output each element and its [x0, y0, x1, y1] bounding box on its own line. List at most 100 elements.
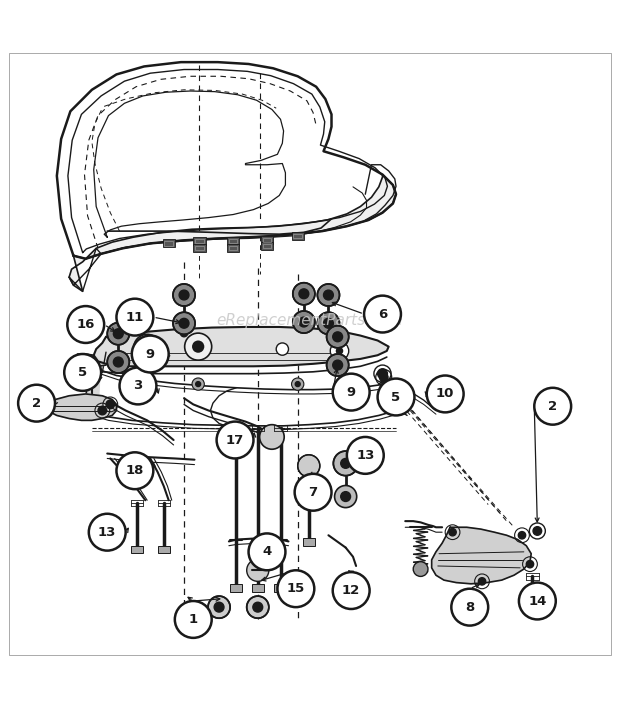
Circle shape	[132, 336, 169, 372]
Bar	[227, 237, 239, 245]
Bar	[303, 538, 315, 546]
Circle shape	[327, 354, 348, 376]
Circle shape	[317, 312, 340, 334]
Bar	[230, 584, 242, 592]
Circle shape	[179, 290, 189, 300]
Text: 9: 9	[347, 386, 356, 399]
Text: eReplacementParts.com: eReplacementParts.com	[216, 313, 404, 328]
Circle shape	[68, 306, 104, 343]
Circle shape	[117, 299, 153, 336]
Bar	[263, 238, 272, 242]
Circle shape	[335, 486, 356, 508]
Text: 12: 12	[342, 584, 360, 597]
Circle shape	[106, 400, 115, 409]
Circle shape	[299, 289, 309, 299]
Circle shape	[333, 360, 343, 370]
Circle shape	[113, 329, 123, 338]
Circle shape	[533, 527, 542, 535]
Text: 15: 15	[286, 582, 305, 595]
Circle shape	[324, 290, 334, 300]
Circle shape	[534, 388, 571, 425]
Circle shape	[449, 528, 456, 536]
Circle shape	[192, 341, 205, 353]
Circle shape	[333, 572, 370, 609]
Circle shape	[413, 561, 428, 576]
Text: 8: 8	[465, 600, 474, 614]
Circle shape	[64, 354, 101, 391]
Circle shape	[518, 532, 526, 539]
Bar	[229, 246, 237, 250]
Text: 13: 13	[98, 525, 117, 539]
Text: 5: 5	[391, 391, 401, 404]
Circle shape	[298, 455, 320, 477]
Bar	[193, 237, 206, 245]
Circle shape	[185, 333, 211, 360]
Bar	[252, 584, 264, 592]
Circle shape	[299, 317, 309, 327]
Circle shape	[173, 284, 195, 306]
Circle shape	[107, 323, 130, 345]
Text: 5: 5	[78, 366, 87, 379]
Bar	[263, 244, 272, 248]
Bar	[193, 244, 206, 252]
Circle shape	[247, 559, 269, 581]
Polygon shape	[43, 394, 117, 421]
Text: 18: 18	[126, 464, 144, 477]
Polygon shape	[69, 175, 396, 291]
Circle shape	[107, 351, 130, 373]
Bar	[229, 239, 237, 243]
Circle shape	[18, 384, 55, 421]
Circle shape	[134, 334, 161, 361]
Bar	[293, 234, 302, 238]
Circle shape	[249, 533, 285, 570]
Circle shape	[333, 332, 343, 342]
Circle shape	[196, 382, 201, 387]
Circle shape	[180, 329, 188, 337]
Circle shape	[379, 373, 388, 382]
Circle shape	[253, 603, 263, 612]
Circle shape	[427, 375, 464, 412]
Circle shape	[179, 319, 189, 329]
Text: 3: 3	[133, 379, 143, 392]
Bar	[157, 546, 170, 553]
Circle shape	[479, 578, 485, 585]
Circle shape	[364, 296, 401, 333]
Circle shape	[341, 459, 350, 468]
Circle shape	[327, 326, 348, 348]
Circle shape	[117, 452, 153, 489]
Text: 14: 14	[528, 595, 547, 607]
Circle shape	[141, 375, 153, 388]
Text: 16: 16	[76, 318, 95, 331]
Bar	[291, 232, 304, 240]
Circle shape	[247, 596, 269, 618]
Text: 2: 2	[32, 396, 41, 410]
Circle shape	[98, 406, 107, 415]
Circle shape	[378, 379, 414, 416]
Text: 6: 6	[378, 307, 387, 321]
Bar	[261, 242, 273, 250]
Bar	[275, 584, 286, 592]
Circle shape	[333, 374, 370, 411]
Text: 17: 17	[226, 433, 244, 447]
Circle shape	[317, 284, 340, 306]
Text: 11: 11	[126, 311, 144, 324]
Circle shape	[113, 357, 123, 367]
Bar	[195, 246, 204, 251]
Circle shape	[519, 583, 556, 620]
Text: 4: 4	[262, 545, 272, 559]
Polygon shape	[75, 354, 106, 366]
Circle shape	[295, 382, 300, 387]
Circle shape	[216, 421, 254, 459]
Circle shape	[173, 312, 195, 334]
Circle shape	[141, 342, 153, 354]
Text: 1: 1	[188, 613, 198, 626]
Circle shape	[347, 381, 352, 386]
Polygon shape	[86, 370, 100, 412]
Text: 2: 2	[548, 400, 557, 413]
Circle shape	[192, 378, 205, 390]
Circle shape	[291, 378, 304, 390]
Circle shape	[175, 601, 211, 638]
Circle shape	[293, 282, 315, 305]
Circle shape	[39, 401, 50, 412]
Polygon shape	[432, 527, 531, 584]
